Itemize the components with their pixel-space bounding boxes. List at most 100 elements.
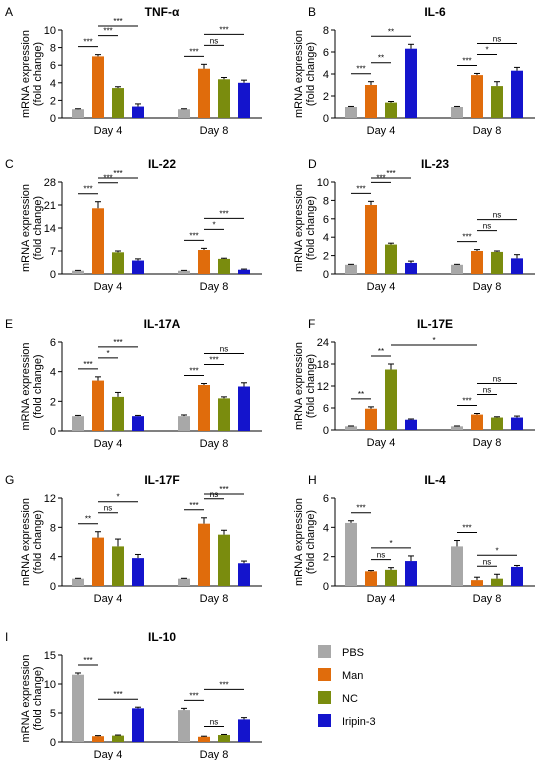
y-tick-label: 2 — [323, 91, 329, 103]
significance-label: *** — [356, 65, 365, 74]
legend: PBS Man NC Iripin-3 — [318, 645, 376, 728]
y-axis-label: mRNA expression — [293, 184, 305, 272]
y-tick-label: 10 — [44, 679, 56, 691]
y-axis-label: mRNA expression — [20, 184, 32, 272]
bar-nc — [112, 88, 124, 118]
significance-label: ns — [493, 211, 501, 220]
y-axis-label: (fold change) — [305, 196, 317, 260]
y-tick-label: 2 — [50, 95, 56, 107]
bar-man — [471, 580, 483, 586]
significance-label: * — [485, 45, 488, 54]
bar-pbs — [72, 270, 84, 274]
y-tick-label: 10 — [44, 25, 56, 37]
bar-pbs — [451, 546, 463, 586]
significance-label: *** — [113, 17, 122, 26]
y-tick-label: 0 — [50, 426, 56, 438]
bar-pbs — [178, 109, 190, 118]
chart-title: IL-10 — [148, 630, 176, 644]
chart-title: IL-17A — [144, 317, 181, 331]
bar-nc — [218, 79, 230, 118]
panel-d: D IL-23 mRNA expression (fold change) 0 2 4 6 8 1… — [293, 157, 535, 293]
category-label: Day 8 — [473, 437, 502, 449]
panel-a: A TNF-α mRNA expression (fold change) 0 2 4 6 8 1… — [5, 5, 262, 137]
panel-i: I IL-10 mRNA expression (fold change) 0 5 10 15… — [5, 630, 262, 760]
panel-letter: I — [5, 630, 8, 644]
bar-pbs — [178, 578, 190, 586]
bar-iripin-3 — [132, 260, 144, 274]
y-tick-label: 0 — [323, 425, 329, 437]
bar-iripin-3 — [238, 563, 250, 586]
category-label: Day 4 — [94, 438, 123, 450]
significance-label: *** — [113, 690, 122, 699]
bar-man — [198, 68, 210, 118]
category-label: Day 8 — [473, 281, 502, 293]
category-label: Day 4 — [367, 125, 396, 137]
significance-label: ** — [378, 54, 384, 63]
y-tick-label: 4 — [323, 232, 329, 244]
y-tick-label: 4 — [50, 78, 56, 90]
bar-nc — [491, 417, 503, 430]
bar-pbs — [451, 426, 463, 430]
bar-iripin-3 — [132, 558, 144, 586]
y-tick-label: 4 — [50, 552, 56, 564]
y-axis-label: mRNA expression — [293, 342, 305, 430]
y-axis-label: (fold change) — [32, 42, 44, 106]
significance-label: ** — [358, 390, 364, 399]
bar-pbs — [178, 710, 190, 742]
panel-h: H IL-4 mRNA expression (fold change) 0 2 4 6 Day… — [293, 473, 535, 605]
bar-man — [92, 56, 104, 118]
significance-label: *** — [189, 367, 198, 376]
category-label: Day 4 — [94, 593, 123, 605]
bar-nc — [491, 86, 503, 118]
bar-pbs — [178, 416, 190, 431]
y-tick-label: 4 — [323, 522, 329, 534]
panel-letter: B — [308, 5, 316, 19]
bar-pbs — [72, 674, 84, 742]
y-tick-label: 0 — [50, 737, 56, 749]
significance-label: *** — [189, 231, 198, 240]
y-tick-label: 8 — [50, 522, 56, 534]
significance-label: ns — [210, 717, 218, 726]
panel-f: F IL-17E mRNA expression (fold change) 0 6 12 1… — [293, 317, 535, 449]
panel-letter: E — [5, 317, 13, 331]
significance-label: * — [106, 349, 109, 358]
bar-iripin-3 — [405, 48, 417, 119]
legend-swatch — [318, 645, 331, 658]
bar-man — [198, 523, 210, 586]
bar-man — [92, 208, 104, 274]
bar-man — [471, 75, 483, 118]
panel-b: B IL-6 mRNA expression (fold change) 0 2 4 6 8 Da… — [293, 5, 535, 137]
y-axis-label: (fold change) — [32, 354, 44, 418]
category-label: Day 4 — [367, 593, 396, 605]
bar-iripin-3 — [405, 561, 417, 586]
significance-label: *** — [189, 47, 198, 56]
bar-pbs — [72, 578, 84, 586]
y-tick-label: 0 — [323, 269, 329, 281]
bar-iripin-3 — [405, 419, 417, 430]
y-tick-label: 0 — [50, 269, 56, 281]
y-tick-label: 2 — [50, 396, 56, 408]
bar-nc — [385, 569, 397, 586]
significance-label: *** — [219, 25, 228, 34]
bar-nc — [112, 735, 124, 742]
y-tick-label: 6 — [50, 337, 56, 349]
bar-man — [365, 205, 377, 274]
y-axis-label: (fold change) — [32, 196, 44, 260]
significance-label: *** — [83, 38, 92, 47]
y-tick-label: 8 — [323, 195, 329, 207]
y-tick-label: 4 — [323, 69, 329, 81]
bar-nc — [218, 735, 230, 742]
panel-letter: A — [5, 5, 13, 19]
significance-label: *** — [113, 338, 122, 347]
bar-iripin-3 — [405, 262, 417, 274]
bar-iripin-3 — [511, 417, 523, 430]
bar-man — [92, 736, 104, 742]
category-label: Day 4 — [367, 281, 396, 293]
bar-iripin-3 — [238, 269, 250, 274]
chart-title: IL-22 — [148, 157, 176, 171]
bar-iripin-3 — [132, 106, 144, 118]
category-label: Day 4 — [367, 437, 396, 449]
category-label: Day 8 — [200, 749, 229, 760]
significance-label: *** — [83, 656, 92, 665]
panel-letter: H — [308, 473, 317, 487]
